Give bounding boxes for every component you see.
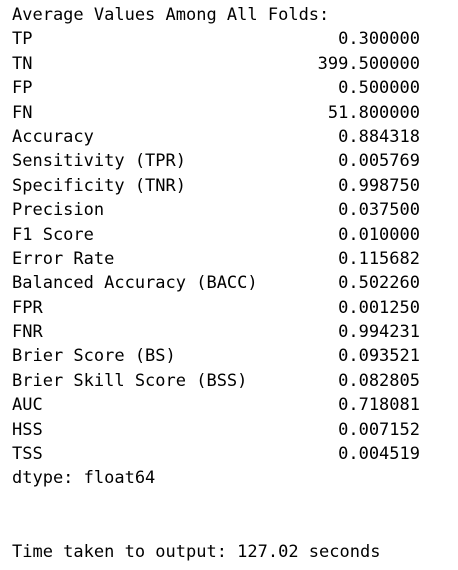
metric-label: Specificity (TNR) xyxy=(12,175,186,196)
metric-value: 0.007152 xyxy=(338,419,420,440)
metric-label: AUC xyxy=(12,395,43,416)
metric-label: Balanced Accuracy (BACC) xyxy=(12,273,258,294)
metric-row-tss: TSS 0.004519 xyxy=(12,442,420,466)
metric-value: 0.300000 xyxy=(338,29,420,50)
metric-row-fn: FN 51.800000 xyxy=(12,101,420,125)
metric-row-fnr: FNR 0.994231 xyxy=(12,320,420,344)
metric-label: FN xyxy=(12,102,33,123)
metric-value: 0.994231 xyxy=(338,322,420,343)
metric-row-tp: TP 0.300000 xyxy=(12,27,420,51)
metric-value: 0.500000 xyxy=(338,78,420,99)
metric-row-sensitivity: Sensitivity (TPR) 0.005769 xyxy=(12,149,420,173)
metric-label: Brier Skill Score (BSS) xyxy=(12,370,248,391)
metric-row-balanced-accuracy: Balanced Accuracy (BACC) 0.502260 xyxy=(12,271,420,295)
metric-value: 0.093521 xyxy=(338,346,420,367)
metric-label: Accuracy xyxy=(12,126,94,147)
metric-label: TSS xyxy=(12,444,43,465)
metric-value: 51.800000 xyxy=(327,102,420,123)
metric-label: Sensitivity (TPR) xyxy=(12,151,186,172)
metric-row-brier-skill-score: Brier Skill Score (BSS) 0.082805 xyxy=(12,369,420,393)
metric-label: FNR xyxy=(12,322,43,343)
metric-row-error-rate: Error Rate 0.115682 xyxy=(12,247,420,271)
metric-label: F1 Score xyxy=(12,224,94,245)
metric-label: Brier Score (BS) xyxy=(12,346,176,367)
metric-label: FP xyxy=(12,78,33,99)
metric-value: 0.998750 xyxy=(338,175,420,196)
metric-label: TP xyxy=(12,29,33,50)
metric-value: 0.010000 xyxy=(338,224,420,245)
metric-row-accuracy: Accuracy 0.884318 xyxy=(12,125,420,149)
metric-label: Error Rate xyxy=(12,248,115,269)
metric-value: 0.502260 xyxy=(338,273,420,294)
blank-lines xyxy=(12,491,458,540)
metric-value: 0.082805 xyxy=(338,370,420,391)
dtype-line: dtype: float64 xyxy=(12,468,156,489)
metric-label: TN xyxy=(12,53,33,74)
metric-label: Precision xyxy=(12,200,105,221)
metric-row-specificity: Specificity (TNR) 0.998750 xyxy=(12,174,420,198)
metric-value: 0.004519 xyxy=(338,444,420,465)
metric-label: FPR xyxy=(12,297,43,318)
metric-row-auc: AUC 0.718081 xyxy=(12,393,420,417)
metric-row-fpr: FPR 0.001250 xyxy=(12,296,420,320)
metric-label: HSS xyxy=(12,419,43,440)
metric-value: 0.037500 xyxy=(338,200,420,221)
metric-value: 0.005769 xyxy=(338,151,420,172)
metric-row-tn: TN 399.500000 xyxy=(12,52,420,76)
metric-row-precision: Precision 0.037500 xyxy=(12,198,420,222)
metric-row-brier-score: Brier Score (BS) 0.093521 xyxy=(12,344,420,368)
metric-value: 0.718081 xyxy=(338,395,420,416)
metric-row-hss: HSS 0.007152 xyxy=(12,418,420,442)
metric-row-f1-score: F1 Score 0.010000 xyxy=(12,223,420,247)
metric-value: 0.884318 xyxy=(338,126,420,147)
metric-value: 399.500000 xyxy=(317,53,420,74)
output-header: Average Values Among All Folds: xyxy=(12,5,330,25)
time-taken-line: Time taken to output: 127.02 seconds xyxy=(12,541,381,562)
metric-row-fp: FP 0.500000 xyxy=(12,76,420,100)
metric-value: 0.115682 xyxy=(338,248,420,269)
metric-value: 0.001250 xyxy=(338,297,420,318)
